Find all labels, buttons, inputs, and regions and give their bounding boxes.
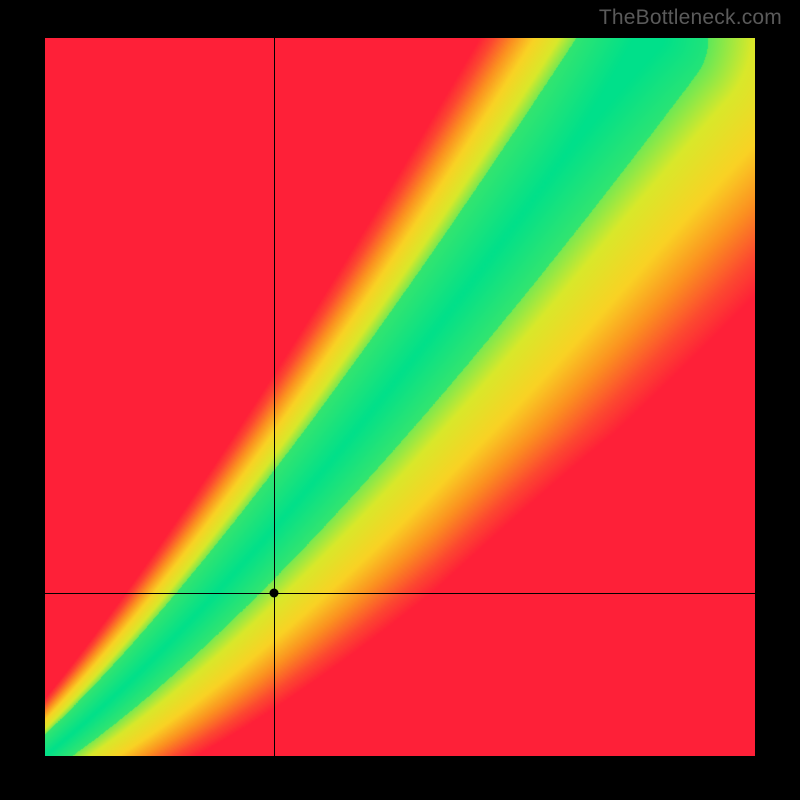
crosshair-horizontal <box>45 593 755 594</box>
watermark-label: TheBottleneck.com <box>599 6 782 30</box>
crosshair-marker <box>269 589 278 598</box>
plot-area <box>45 38 755 756</box>
crosshair-vertical <box>274 38 275 756</box>
chart-container: TheBottleneck.com <box>0 0 800 800</box>
heatmap-canvas <box>45 38 755 756</box>
